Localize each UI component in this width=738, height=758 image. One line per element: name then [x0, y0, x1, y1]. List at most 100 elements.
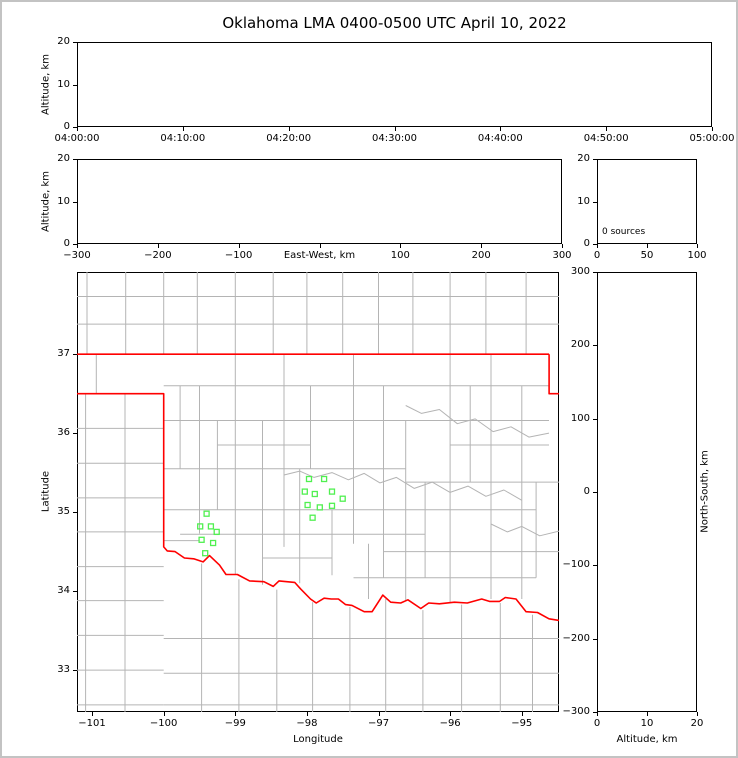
y-tick-label: 0 [583, 486, 590, 497]
x-tick-mark [597, 712, 598, 716]
y-tick-mark [73, 201, 77, 203]
y-tick-mark [73, 84, 77, 86]
station-marker [328, 488, 336, 495]
y-tick-label: 33 [57, 664, 70, 676]
x-tick-label: −99 [224, 718, 246, 729]
x-tick-label: 04:50:00 [583, 133, 629, 144]
x-tick-mark [647, 244, 648, 248]
station-marker [304, 501, 311, 509]
station-marker [311, 490, 318, 498]
y-tick-mark [73, 670, 77, 672]
county-boundary [490, 523, 559, 537]
y-tick-mark [73, 244, 77, 245]
x-tick-label: −96 [439, 718, 461, 729]
x-tick-label: 05:00:00 [689, 133, 735, 144]
sources-count-label: 0 sources [602, 227, 646, 237]
x-tick-mark [697, 712, 698, 716]
x-tick-label: 100 [687, 250, 707, 261]
x-tick-label: 200 [471, 250, 491, 261]
station-marker [301, 488, 308, 495]
y-tick-label: 300 [570, 266, 590, 277]
y-tick-mark [593, 272, 597, 273]
station-marker [203, 510, 210, 517]
map-canvas [77, 272, 559, 712]
x-tick-mark [712, 127, 713, 131]
station-marker [328, 502, 336, 509]
x-tick-mark [394, 127, 396, 131]
x-tick-mark [92, 712, 94, 716]
y-tick-label: 0 [63, 238, 70, 249]
y-tick-mark [73, 159, 77, 160]
x-tick-mark [77, 127, 78, 131]
y-tick-mark [73, 512, 77, 514]
x-tick-label: 04:40:00 [477, 133, 523, 144]
x-tick-label: 04:10:00 [160, 133, 206, 144]
y-tick-label: −200 [562, 632, 590, 644]
county-boundary [283, 470, 523, 501]
x-tick-label: −200 [144, 250, 172, 261]
y-tick-mark [73, 433, 77, 435]
y-tick-mark [593, 565, 597, 567]
station-marker [305, 475, 313, 483]
y-tick-label: 100 [570, 412, 590, 424]
x-tick-label: 04:20:00 [266, 133, 312, 144]
state-border [77, 353, 559, 622]
lma-stations [197, 475, 346, 557]
hist-plot-area [597, 159, 697, 244]
x-tick-label: 0 [593, 250, 601, 261]
x-tick-label: 04:00:00 [54, 133, 100, 144]
x-tick-mark [319, 244, 321, 248]
x-tick-mark [163, 712, 165, 716]
state-boundary [77, 392, 559, 622]
y-tick-label: 20 [57, 36, 70, 47]
y-tick-mark [73, 127, 77, 128]
y-tick-label: 20 [57, 153, 70, 164]
x-tick-mark [378, 712, 380, 716]
y-tick-label: 20 [577, 153, 590, 164]
y-tick-label: 10 [577, 195, 590, 207]
y-tick-mark [593, 492, 597, 493]
x-tick-label: 0 [593, 718, 601, 729]
y-tick-mark [593, 201, 597, 203]
x-tick-mark [157, 244, 159, 248]
time_height-y-axis-title: Altitude, km [40, 53, 52, 115]
y-tick-label: −300 [562, 706, 590, 717]
station-marker [202, 550, 209, 557]
y-tick-mark [593, 244, 597, 245]
x-tick-label: 50 [640, 250, 654, 261]
y-tick-mark [73, 354, 77, 356]
x-tick-mark [500, 127, 502, 131]
x-tick-mark [647, 712, 648, 716]
x-tick-mark [597, 244, 598, 248]
y-tick-label: 200 [570, 339, 590, 351]
x-tick-mark [182, 127, 184, 131]
y-tick-mark [593, 418, 597, 420]
map-y-axis-title: Latitude [40, 470, 52, 513]
y-tick-label: −100 [562, 559, 590, 571]
time_height-plot-area [77, 42, 712, 127]
x-tick-mark [481, 244, 483, 248]
x-tick-label: −101 [78, 718, 106, 729]
x-tick-label: 100 [390, 250, 410, 261]
y-tick-label: 37 [57, 348, 70, 360]
ns_height-x-axis-title: Altitude, km [616, 734, 678, 745]
x-tick-label: −95 [511, 718, 533, 729]
state-boundary [548, 354, 559, 395]
y-tick-mark [593, 345, 597, 347]
station-marker [316, 504, 323, 511]
station-marker [209, 539, 217, 547]
ns_height-plot-area [597, 272, 697, 712]
x-tick-mark [306, 712, 308, 716]
x-tick-mark [697, 244, 698, 248]
x-tick-label: −100 [149, 718, 178, 729]
station-marker [320, 475, 328, 483]
y-tick-label: 10 [57, 78, 70, 90]
x-tick-label: 20 [690, 718, 704, 729]
station-marker [339, 495, 346, 502]
y-tick-label: 34 [57, 585, 70, 597]
station-marker [207, 523, 215, 530]
x-tick-label: −100 [224, 250, 253, 261]
y-tick-label: 35 [57, 506, 70, 518]
x-tick-mark [606, 127, 608, 131]
